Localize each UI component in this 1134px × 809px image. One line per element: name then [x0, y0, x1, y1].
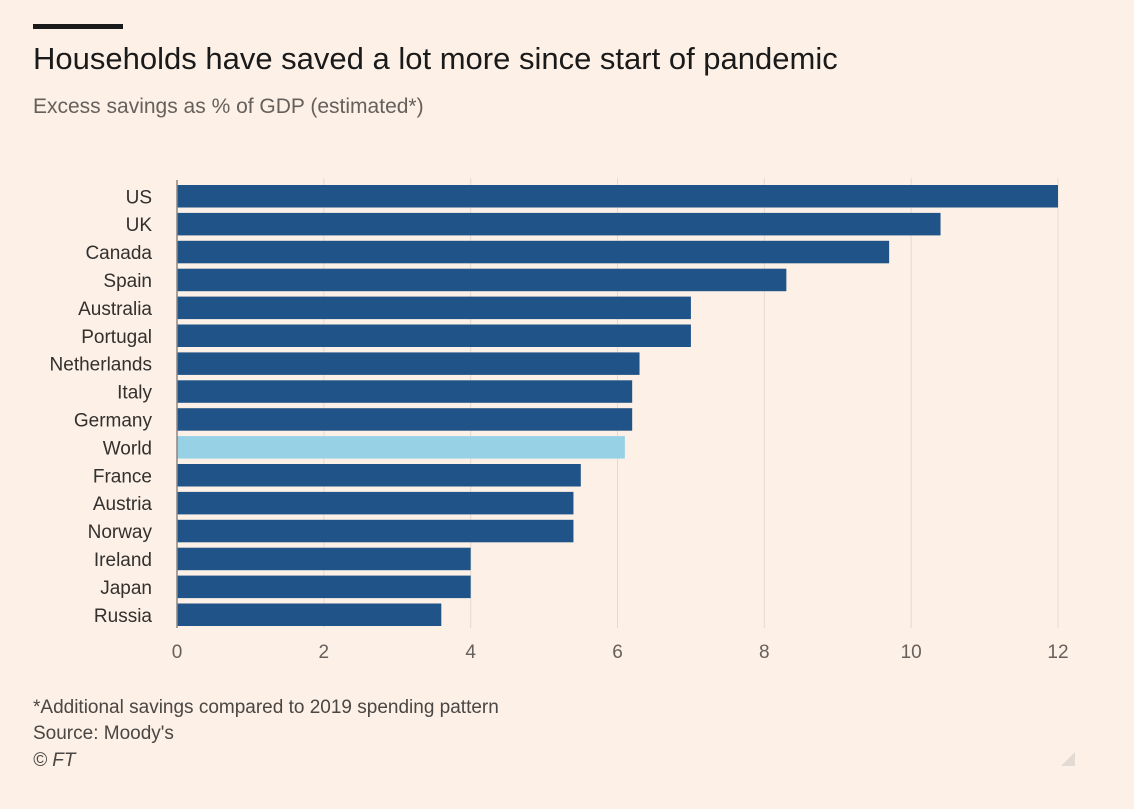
category-label: Netherlands: [50, 355, 152, 376]
credit-line: © FT: [33, 750, 76, 771]
source-line: Source: Moody's: [33, 723, 174, 744]
bar-uk: [177, 212, 941, 236]
bar-world: [177, 436, 625, 459]
bar-japan: [177, 575, 471, 599]
category-label: Spain: [103, 271, 152, 292]
bar-germany: [177, 408, 633, 431]
x-tick-label: 4: [465, 642, 476, 663]
category-label: World: [103, 438, 152, 459]
x-tick-label: 8: [759, 642, 770, 663]
bar-spain: [177, 268, 787, 292]
bar-norway: [177, 519, 574, 543]
bar-austria: [177, 491, 574, 515]
x-tick-label: 0: [172, 642, 183, 663]
category-label: France: [93, 466, 152, 487]
x-tick-label: 6: [612, 642, 623, 663]
category-label: UK: [126, 215, 153, 236]
category-label: Australia: [78, 299, 152, 320]
bar-portugal: [177, 324, 691, 347]
category-label: Ireland: [94, 550, 152, 571]
category-label: Portugal: [81, 327, 152, 348]
bar-canada: [177, 240, 890, 264]
bar-ireland: [177, 547, 471, 571]
chart-title: Households have saved a lot more since s…: [33, 41, 838, 76]
bar-italy: [177, 380, 633, 403]
footnote: *Additional savings compared to 2019 spe…: [33, 697, 499, 718]
category-label: Italy: [117, 383, 152, 404]
category-label: Canada: [85, 243, 152, 264]
bar-chart: 0 2 4 6 8 10 12 US UK Canada Spain Australia Portuga…: [50, 178, 1069, 663]
category-label: Japan: [100, 578, 152, 599]
bar-russia: [177, 603, 442, 626]
category-label: Norway: [88, 522, 153, 543]
bar-france: [177, 464, 581, 487]
top-rule: [33, 24, 123, 29]
category-label: Russia: [94, 606, 153, 627]
x-tick-label: 2: [319, 642, 330, 663]
x-tick-label: 10: [901, 642, 922, 663]
resize-corner-icon: [1061, 752, 1075, 766]
bar-australia: [177, 296, 691, 320]
bar-netherlands: [177, 352, 640, 375]
category-label: Germany: [74, 410, 153, 431]
x-tick-label: 12: [1047, 642, 1068, 663]
category-label: US: [126, 187, 152, 208]
bar-us: [177, 185, 1058, 208]
chart-subtitle: Excess savings as % of GDP (estimated*): [33, 95, 424, 118]
category-label: Austria: [93, 494, 153, 515]
